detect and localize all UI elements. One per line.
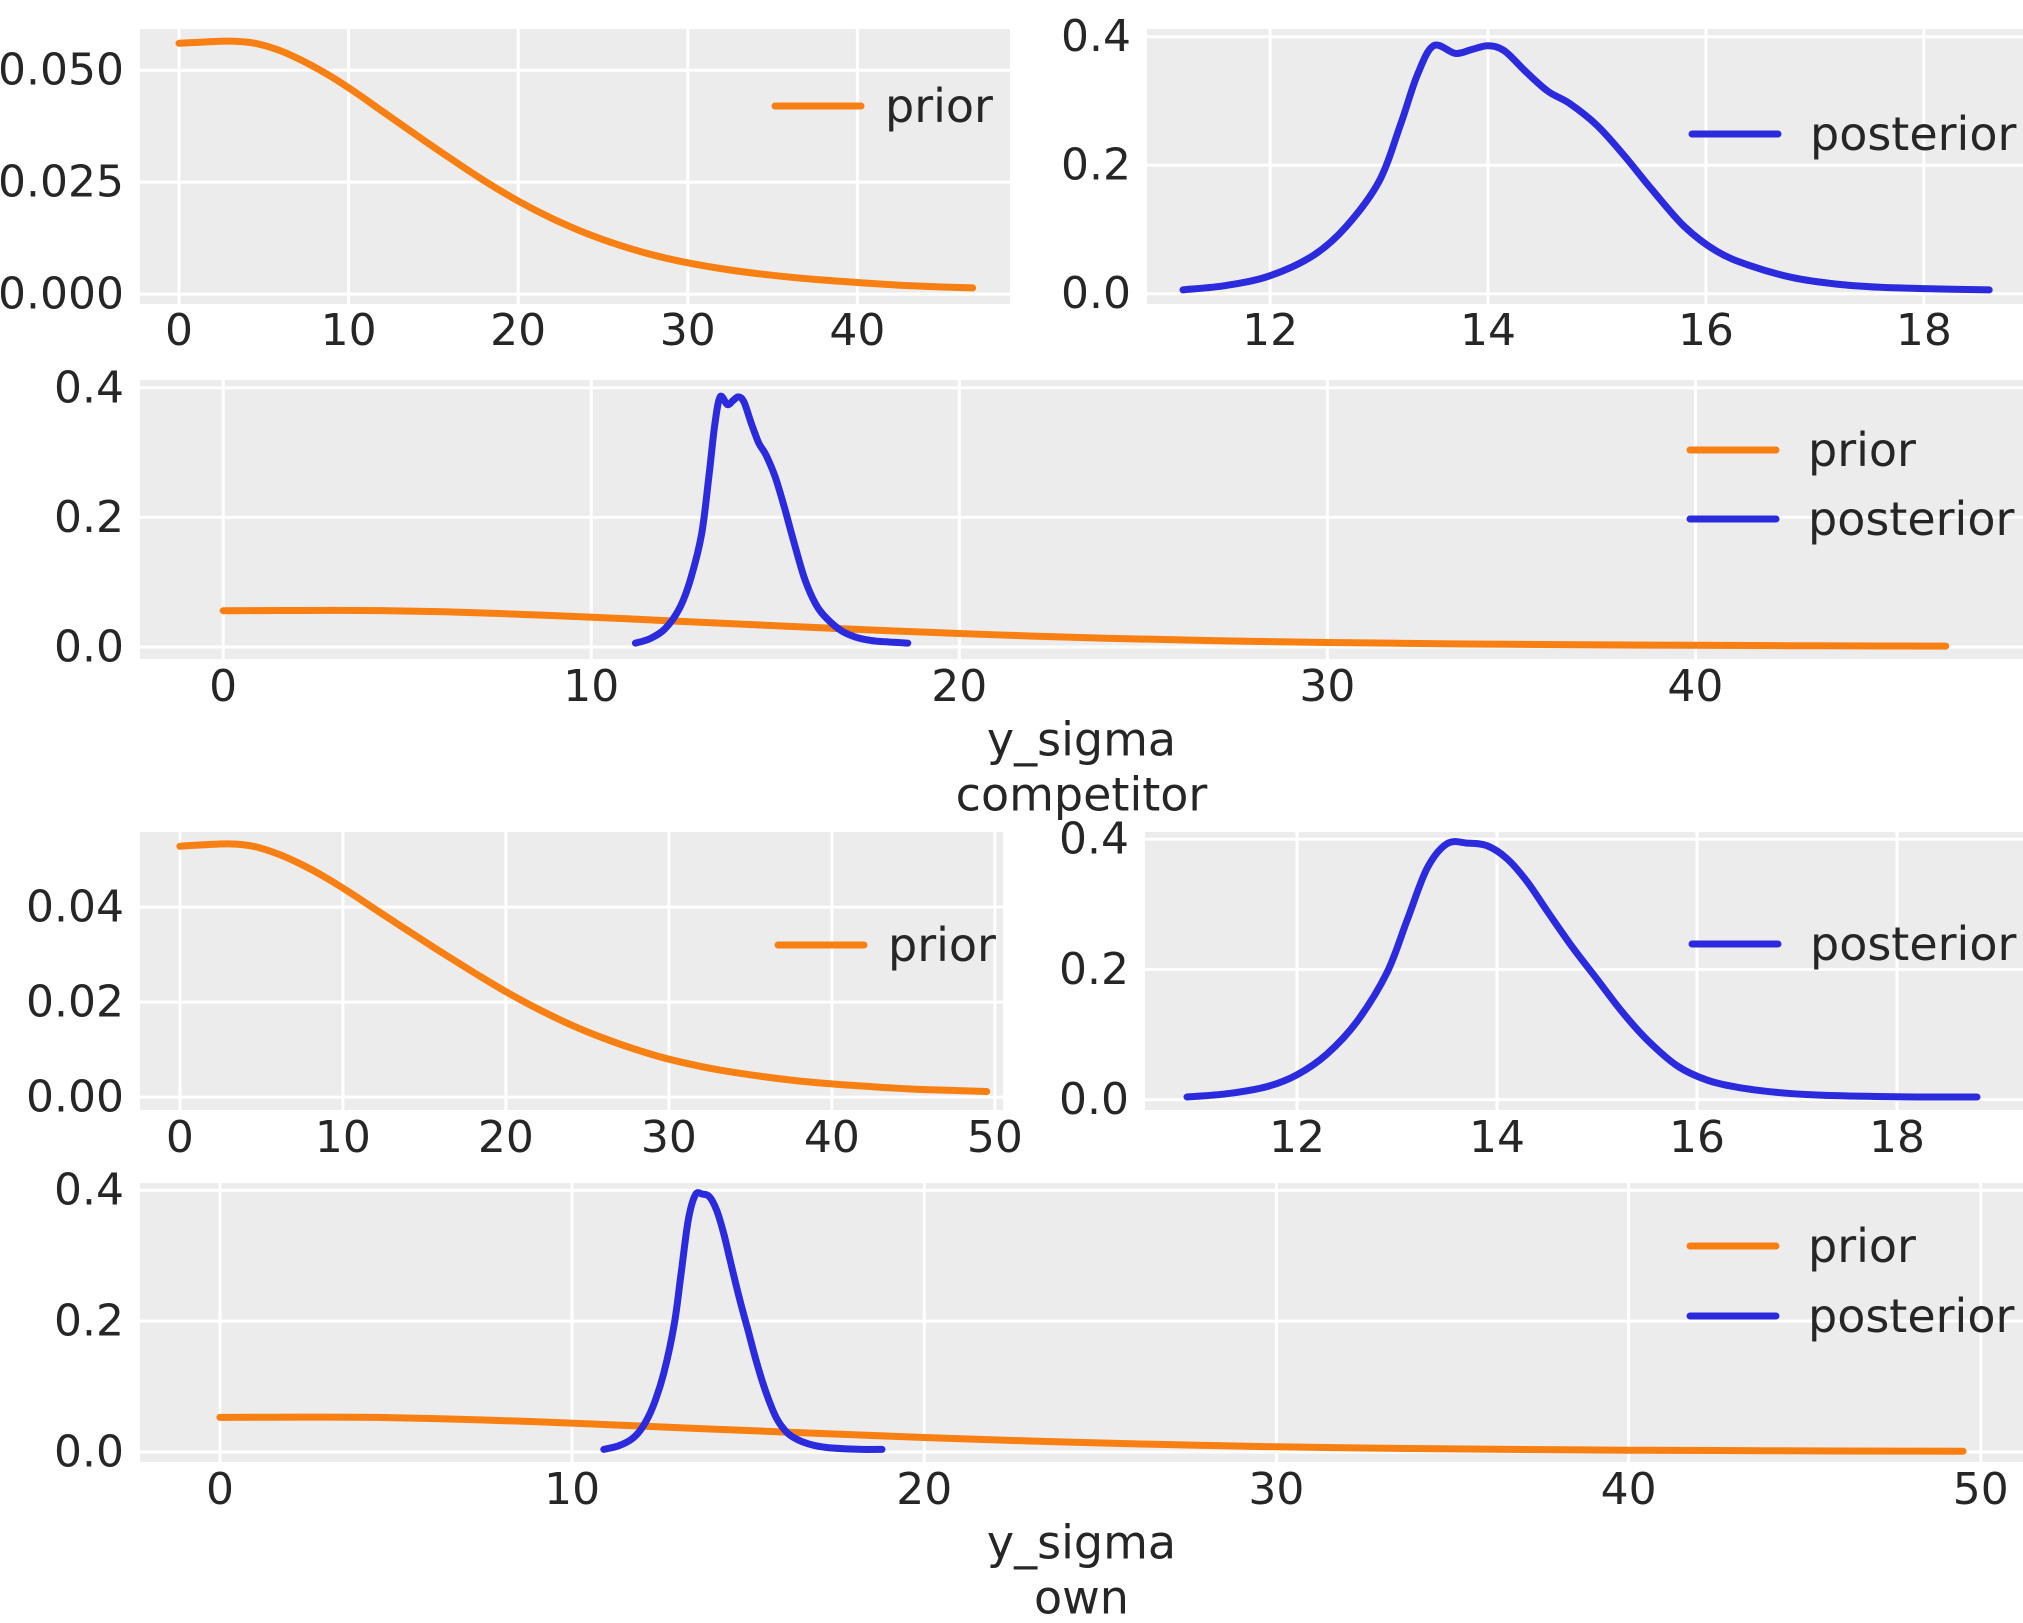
x-tick-label: 16	[1678, 305, 1734, 356]
y-tick-label: 0.4	[1061, 11, 1131, 62]
panel-own-posterior	[1145, 832, 2023, 1110]
x-axis-label: own	[1034, 1570, 1129, 1623]
x-tick-label: 20	[931, 661, 987, 712]
x-tick-label: 10	[544, 1464, 600, 1515]
prior-curve	[219, 606, 1950, 650]
posterior-curve	[600, 1189, 886, 1453]
y-tick-label: 0.00	[26, 1072, 124, 1123]
x-tick-label: 18	[1869, 1112, 1925, 1163]
x-tick-label: 18	[1896, 305, 1952, 356]
y-tick-label: 0.4	[54, 362, 124, 413]
x-tick-label: 30	[660, 305, 716, 356]
y-tick-label: 0.0	[54, 1426, 124, 1477]
x-axis-label: competitor	[956, 767, 1208, 821]
legend-prior-label: prior	[1808, 1219, 1916, 1273]
x-tick-label: 12	[1269, 1112, 1325, 1163]
x-tick-label: 0	[206, 1464, 234, 1515]
y-tick-label: 0.025	[0, 157, 124, 208]
x-axis-label: y_sigma	[987, 712, 1176, 766]
x-tick-label: 20	[490, 305, 546, 356]
posterior-curve	[1179, 41, 1993, 294]
x-tick-label: 50	[967, 1112, 1023, 1163]
x-tick-label: 10	[321, 305, 377, 356]
y-tick-label: 0.0	[1059, 1074, 1129, 1125]
legend-posterior-label: posterior	[1808, 1289, 2014, 1343]
plot-own-prior: 0 10 20 30 40 50 0.00 0.02 0.04 prior	[26, 832, 1023, 1163]
y-tick-label: 0.4	[54, 1165, 124, 1216]
y-tick-label: 0.4	[1059, 814, 1129, 865]
y-tick-label: 0.2	[54, 492, 124, 543]
x-axis-label: y_sigma	[987, 1515, 1176, 1569]
y-tick-label: 0.2	[1061, 140, 1131, 191]
posterior-curve	[1183, 838, 1981, 1101]
x-tick-label: 20	[896, 1464, 952, 1515]
legend-posterior-label: posterior	[1810, 917, 2016, 971]
x-tick-label: 30	[1248, 1464, 1304, 1515]
x-tick-label: 40	[1601, 1464, 1657, 1515]
x-tick-label: 0	[209, 661, 237, 712]
y-tick-label: 0.000	[0, 269, 124, 320]
x-tick-label: 14	[1469, 1112, 1525, 1163]
x-tick-label: 0	[165, 305, 193, 356]
y-tick-label: 0.2	[1059, 944, 1129, 995]
y-tick-label: 0.0	[1061, 268, 1131, 319]
x-tick-label: 10	[315, 1112, 371, 1163]
posterior-curve	[631, 392, 912, 647]
legend-prior-label: prior	[1808, 423, 1916, 477]
x-tick-label: 40	[1667, 661, 1723, 712]
x-tick-label: 30	[1299, 661, 1355, 712]
panel-competitor-prior	[140, 29, 1010, 304]
y-tick-label: 0.02	[26, 977, 124, 1028]
legend-posterior-label: posterior	[1808, 492, 2014, 546]
legend-prior-label: prior	[888, 918, 996, 972]
y-tick-label: 0.04	[26, 882, 124, 933]
x-tick-label: 20	[478, 1112, 534, 1163]
y-tick-label: 0.2	[54, 1296, 124, 1347]
x-tick-label: 30	[641, 1112, 697, 1163]
plot-competitor-posterior: 12 14 16 18 0.0 0.2 0.4 posterior	[1061, 11, 2023, 356]
x-tick-label: 40	[829, 305, 885, 356]
x-tick-label: 10	[563, 661, 619, 712]
plot-competitor-prior: 0 10 20 30 40 0.000 0.025 0.050 prior	[0, 29, 1010, 356]
x-tick-label: 40	[804, 1112, 860, 1163]
x-tick-label: 12	[1242, 305, 1298, 356]
x-tick-label: 50	[1953, 1464, 2009, 1515]
x-tick-label: 14	[1460, 305, 1516, 356]
plot-own-posterior: 12 14 16 18 0.0 0.2 0.4 posterior	[1059, 814, 2023, 1163]
y-tick-label: 0.0	[54, 622, 124, 673]
y-tick-label: 0.050	[0, 45, 124, 96]
legend-posterior-label: posterior	[1810, 107, 2016, 161]
prior-curve	[175, 37, 977, 292]
prior-curve	[176, 840, 991, 1095]
panel-own-prior	[140, 832, 1003, 1110]
x-tick-label: 0	[166, 1112, 194, 1163]
legend-prior-label: prior	[885, 79, 993, 133]
prior-curve	[216, 1413, 1967, 1455]
x-tick-label: 16	[1669, 1112, 1725, 1163]
